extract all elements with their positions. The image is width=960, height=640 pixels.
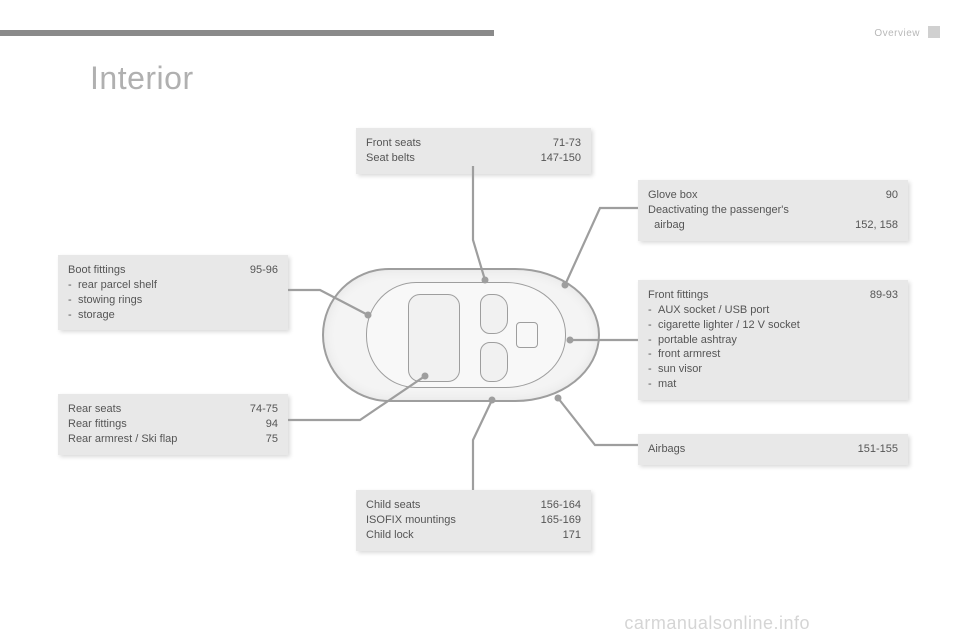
list-item: front armrest [658, 348, 720, 360]
pages: 75 [226, 432, 278, 447]
label: Boot fittings [68, 263, 125, 278]
front-right-seat-shape [480, 342, 508, 382]
watermark: carmanualsonline.info [624, 613, 810, 634]
label: Airbags [648, 442, 685, 457]
pages: 74-75 [226, 402, 278, 417]
section-label: Overview [874, 28, 920, 39]
pages: 152, 158 [846, 218, 898, 233]
center-console-shape [516, 322, 538, 348]
list-item: cigarette lighter / 12 V socket [658, 319, 800, 331]
callout-front-seats: Front seats 71-73 Seat belts 147-150 [356, 128, 591, 174]
pages: 151-155 [846, 442, 898, 457]
pages: 147-150 [529, 151, 581, 166]
label: Front fittings [648, 288, 709, 303]
pages: 71-73 [529, 136, 581, 151]
list-item: storage [78, 309, 115, 321]
pages: 156-164 [529, 498, 581, 513]
page-title: Interior [90, 60, 194, 97]
list-item: AUX socket / USB port [658, 304, 769, 316]
label: Deactivating the passenger's [648, 203, 789, 218]
pages: 90 [846, 188, 898, 203]
label: Glove box [648, 188, 698, 203]
anchor-point [489, 397, 496, 404]
rear-seat-shape [408, 294, 460, 382]
callout-airbags: Airbags 151-155 [638, 434, 908, 465]
pages: 165-169 [529, 513, 581, 528]
pages: 94 [226, 417, 278, 432]
list-item: stowing rings [78, 294, 142, 306]
callout-front-fittings: Front fittings89-93 -AUX socket / USB po… [638, 280, 908, 400]
label: Child seats [366, 498, 420, 513]
label: Child lock [366, 528, 414, 543]
pages [846, 203, 898, 218]
list-item: portable ashtray [658, 334, 737, 346]
callout-child: Child seats 156-164 ISOFIX mountings 165-1… [356, 490, 591, 551]
list-item: sun visor [658, 363, 702, 375]
anchor-point [555, 395, 562, 402]
anchor-point [567, 337, 574, 344]
callout-glove-box: Glove box 90 Deactivating the passenger's… [638, 180, 908, 241]
pages: 95-96 [226, 263, 278, 278]
pages: 171 [529, 528, 581, 543]
label: Seat belts [366, 151, 415, 166]
anchor-point [562, 282, 569, 289]
pages: 89-93 [846, 288, 898, 303]
label: Rear armrest / Ski flap [68, 432, 177, 447]
label: ISOFIX mountings [366, 513, 456, 528]
callout-boot-fittings: Boot fittings95-96 -rear parcel shelf -s… [58, 255, 288, 330]
list-item: mat [658, 378, 676, 390]
car-diagram [316, 250, 606, 420]
anchor-point [365, 312, 372, 319]
front-left-seat-shape [480, 294, 508, 334]
anchor-point [482, 277, 489, 284]
corner-marker [928, 26, 940, 38]
list-item: rear parcel shelf [78, 279, 157, 291]
label: airbag [648, 218, 685, 233]
header-rule [0, 30, 494, 36]
label: Rear fittings [68, 417, 127, 432]
label: Front seats [366, 136, 421, 151]
anchor-point [422, 373, 429, 380]
callout-rear: Rear seats 74-75 Rear fittings 94 Rear arm… [58, 394, 288, 455]
label: Rear seats [68, 402, 121, 417]
